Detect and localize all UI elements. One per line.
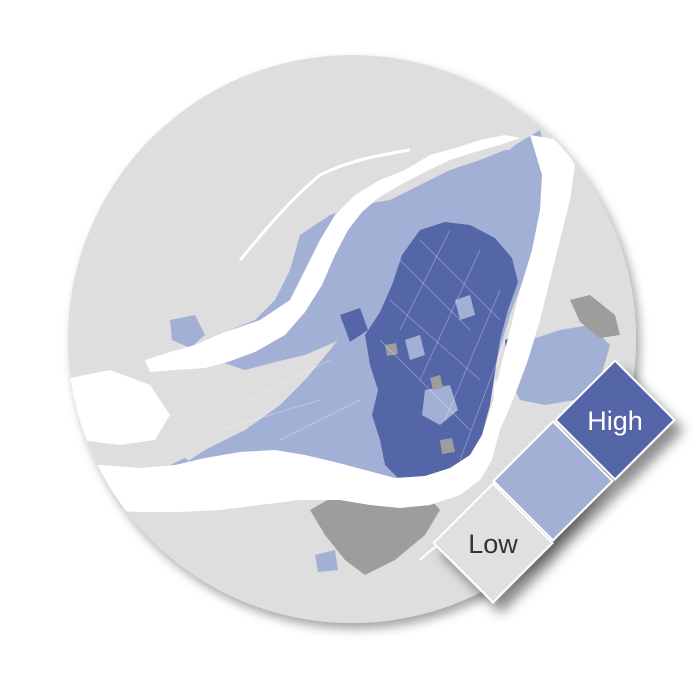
water-main-river (68, 135, 575, 520)
region-medium-inner-2 (455, 295, 475, 320)
region-medium-inner-3 (405, 335, 425, 360)
legend-label-low: Low (468, 529, 518, 559)
map-content (68, 130, 620, 575)
legend (432, 359, 676, 604)
region-medium-patch (315, 550, 338, 572)
water-river-islands (493, 380, 505, 400)
region-medium-west (170, 315, 205, 348)
legend-swatch-high (554, 359, 676, 481)
region-no-data-east (570, 295, 620, 338)
region-no-data-small-1 (430, 375, 443, 390)
legend-box-low (432, 482, 554, 604)
region-medium-inner-1 (422, 385, 458, 425)
region-no-data-small-2 (440, 438, 455, 454)
legend-swatch-low (432, 482, 554, 604)
region-high-patch-1 (340, 308, 368, 342)
region-no-data-small-3 (385, 343, 398, 356)
district-lines (219, 229, 506, 461)
water-north-river (145, 135, 520, 372)
legend-label-high: High (587, 406, 643, 436)
legend-box-high (554, 359, 676, 481)
legend-swatch-medium (492, 420, 614, 542)
legend-box-medium (492, 420, 614, 542)
region-no-data-south (310, 485, 440, 575)
water-west-lake (68, 370, 170, 445)
water-creek-north (238, 148, 411, 261)
region-high-core (365, 222, 518, 483)
